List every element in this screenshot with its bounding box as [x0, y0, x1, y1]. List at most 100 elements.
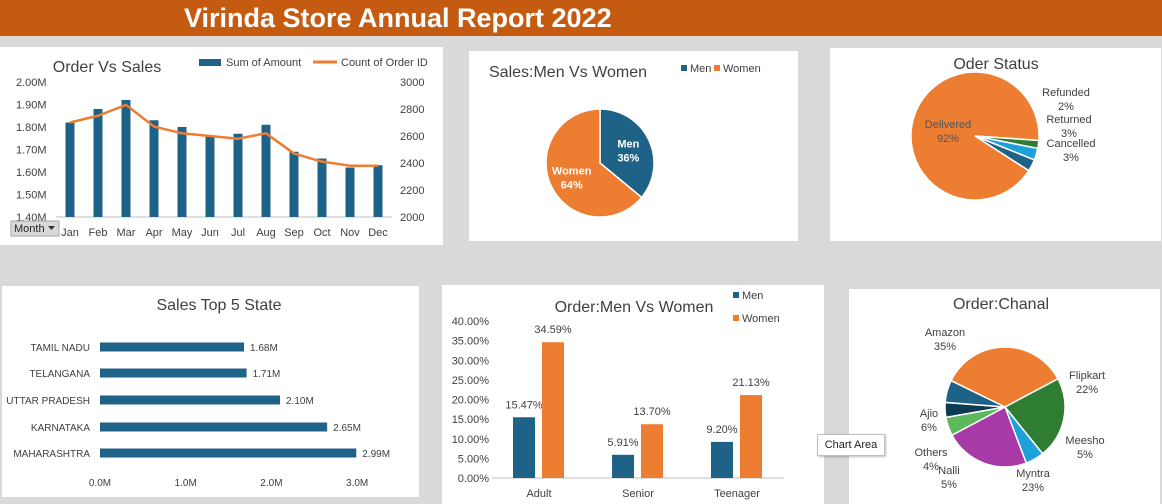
slice-label-ajio: Ajio — [920, 408, 938, 420]
y-tick-label: 0.00% — [458, 473, 489, 485]
slice-value-flipkart: 22% — [1076, 384, 1098, 396]
slice-value-amazon: 35% — [934, 341, 956, 353]
bar-jun — [205, 136, 215, 217]
legend-label-men: Men — [690, 63, 711, 75]
x-tick-label: 2.0M — [260, 478, 282, 489]
bar-value-senior-women: 13.70% — [633, 406, 671, 418]
y-right-tick-label: 2600 — [400, 131, 424, 143]
order-status-panel[interactable]: Oder Status Delivered 92% Refunded 2% Returne… — [830, 48, 1161, 241]
month-filter-button-bg — [10, 220, 60, 237]
slice-label-women: Women — [552, 165, 592, 177]
y-left-tick-label: 1.90M — [16, 100, 47, 112]
y-tick-label: 20.00% — [452, 395, 490, 407]
bar-may — [177, 127, 187, 217]
chart-title: Order Vs Sales — [53, 59, 161, 76]
bar-adult-men — [513, 417, 535, 478]
order-vs-sales-chart: Order Vs Sales Sum of Amount Count of Orde… — [10, 57, 428, 239]
order-channel-chart: Order:Chanal Amazon 35% Flipkart 22% Meesho 5%… — [914, 296, 1105, 494]
sales-men-women-panel[interactable]: Sales:Men Vs Women Men Women Men 36% Women 64% — [469, 51, 798, 241]
slice-label-returned: Returned — [1046, 114, 1091, 126]
bar-adult-women — [542, 342, 564, 478]
x-tick-label-nov: Nov — [340, 227, 360, 239]
y-tick-label: 10.00% — [452, 434, 490, 446]
x-tick-label-adult: Adult — [526, 488, 551, 500]
bar-apr — [149, 120, 159, 217]
y-left-tick-label: 1.70M — [16, 145, 47, 157]
y-left-tick-label: 2.00M — [16, 77, 47, 89]
bar-senior-men — [612, 454, 634, 478]
bar-feb — [93, 109, 103, 217]
bar-senior-women — [641, 424, 663, 478]
pie-slice-myntra — [951, 405, 1028, 468]
x-tick-label-feb: Feb — [89, 227, 108, 239]
x-tick-label-jan: Jan — [61, 227, 79, 239]
slice-value-meesho: 5% — [1077, 449, 1093, 461]
bar-value-senior-men: 5.91% — [607, 437, 638, 449]
y-right-tick-label: 3000 — [400, 77, 424, 89]
legend-swatch-women — [714, 65, 720, 71]
bar-uttar-pradesh — [100, 395, 280, 405]
slice-label-others: Others — [914, 447, 948, 459]
bar-value-maharashtra: 2.99M — [362, 449, 390, 460]
bar-mar — [121, 100, 131, 217]
report-banner: Virinda Store Annual Report 2022 — [0, 0, 1162, 36]
order-status-chart: Oder Status Delivered 92% Refunded 2%Returne… — [910, 56, 1095, 201]
bar-jan — [65, 122, 75, 217]
slice-value-women: 64% — [561, 179, 583, 191]
order-channel-panel[interactable]: Order:Chanal Amazon 35% Flipkart 22% Meesho 5%… — [849, 289, 1160, 504]
y-left-tick-label: 1.80M — [16, 122, 47, 134]
x-tick-label-aug: Aug — [256, 227, 276, 239]
top5-states-panel[interactable]: Sales Top 5 State TAMIL NADU 1.68M TELANGAN… — [2, 286, 419, 497]
category-label-maharashtra: MAHARASHTRA — [13, 449, 90, 460]
order-vs-sales-panel[interactable]: Order Vs Sales Sum of Amount Count of Orde… — [0, 47, 443, 245]
bar-value-uttar-pradesh: 2.10M — [286, 396, 314, 407]
bar-telangana — [100, 368, 247, 378]
chart-area-tooltip: Chart Area — [817, 434, 885, 456]
legend-label-women: Women — [742, 313, 780, 325]
order-men-women-panel[interactable]: Order:Men Vs Women Men Women 40.00% 35.00% 30… — [442, 285, 824, 504]
y-left-tick-label: 1.60M — [16, 167, 47, 179]
y-right-tick-label: 2000 — [400, 212, 424, 224]
slice-label-nalli: Nalli — [938, 465, 959, 477]
report-title: Virinda Store Annual Report 2022 — [184, 3, 612, 33]
pie-slice-ajio — [944, 379, 1006, 408]
y-tick-label: 35.00% — [452, 336, 490, 348]
y-tick-label: 25.00% — [452, 375, 490, 387]
bar-tamil-nadu — [100, 342, 244, 352]
x-tick-label-may: May — [172, 227, 193, 239]
slice-label-men: Men — [617, 139, 639, 151]
legend-label-sum-of-amount: Sum of Amount — [226, 57, 301, 69]
chevron-down-icon — [48, 226, 55, 230]
y-right-tick-label: 2800 — [400, 104, 424, 116]
bar-aug — [261, 124, 271, 217]
x-tick-label-dec: Dec — [368, 227, 388, 239]
chart-title: Sales:Men Vs Women — [489, 64, 647, 81]
category-label-karnataka: KARNATAKA — [31, 423, 90, 434]
slice-label-flipkart: Flipkart — [1069, 370, 1105, 382]
legend-label-count-of-order-id: Count of Order ID — [341, 57, 428, 69]
bar-dec — [373, 165, 383, 217]
slice-label-delivered: Delivered — [925, 119, 971, 131]
y-tick-label: 30.00% — [452, 355, 490, 367]
slice-value-others: 4% — [923, 461, 939, 473]
pie-slice-amazon — [950, 346, 1059, 408]
bar-teenager-men — [711, 441, 733, 478]
top5-states-chart: Sales Top 5 State TAMIL NADU 1.68M TELANGAN… — [6, 297, 390, 489]
slice-value-cancelled: 3% — [1063, 152, 1079, 164]
sales-men-women-chart: Sales:Men Vs Women Men Women Men 36% Women 64% — [489, 63, 761, 218]
legend-swatch-men — [681, 65, 687, 71]
y-left-tick-label: 1.50M — [16, 190, 47, 202]
slice-value-refunded: 2% — [1058, 101, 1074, 113]
slice-value-men: 36% — [617, 153, 639, 165]
x-tick-label-apr: Apr — [145, 227, 162, 239]
bar-oct — [317, 158, 327, 217]
legend-label-women: Women — [723, 63, 761, 75]
x-tick-label: 1.0M — [175, 478, 197, 489]
month-filter-button[interactable]: Month — [10, 220, 60, 237]
category-label-telangana: TELANGANA — [29, 369, 90, 380]
bar-value-teenager-women: 21.13% — [732, 377, 770, 389]
category-label-tamil-nadu: TAMIL NADU — [31, 343, 90, 354]
y-right-tick-label: 2400 — [400, 158, 424, 170]
x-tick-label-jun: Jun — [201, 227, 219, 239]
slice-label-refunded: Refunded — [1042, 87, 1090, 99]
